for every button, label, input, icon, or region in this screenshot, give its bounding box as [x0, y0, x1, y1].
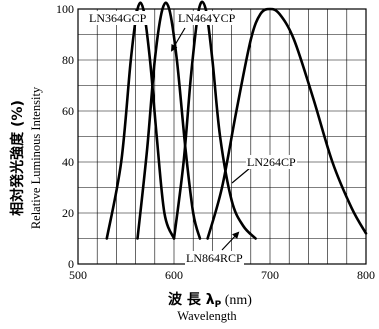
x-axis-title-main: 波 長 λ	[168, 291, 215, 308]
x-axis-title-sub: P	[215, 300, 222, 310]
x-tick-label: 700	[261, 268, 279, 282]
series-curves	[105, 0, 368, 240]
pointer-ln264cp	[231, 167, 251, 184]
y-tick-label: 0	[68, 257, 74, 271]
tick-labels: 500 600 700 800 0 20 40 60 80 100	[56, 2, 375, 282]
y-tick-label: 80	[62, 53, 74, 67]
pointer-ln464ycp	[170, 27, 186, 52]
y-axis-subtitle: Relative Luminous Intensity	[29, 86, 43, 229]
series-label-background	[246, 155, 297, 169]
label-pointers	[170, 27, 251, 251]
series-labels: LN364GCP LN464YCP LN864RCP LN264CP	[88, 11, 297, 265]
series-label-background	[177, 11, 237, 25]
series-label-ln264cp: LN264CP	[247, 155, 296, 169]
pointer-ln864rcp	[221, 231, 240, 251]
y-tick-label: 20	[62, 206, 74, 220]
x-tick-label: 600	[165, 268, 183, 282]
grid-lines	[78, 9, 366, 264]
x-tick-label: 800	[357, 268, 375, 282]
series-label-ln364gcp: LN364GCP	[89, 11, 147, 25]
x-axis-subtitle: Wavelength	[177, 309, 237, 323]
y-tick-label: 60	[62, 104, 74, 118]
x-axis-title: 波 長 λP (nm)	[168, 291, 252, 310]
x-axis-title-unit: (nm)	[221, 293, 252, 308]
series-label-ln464ycp: LN464YCP	[178, 11, 236, 25]
y-tick-label: 100	[56, 2, 74, 16]
series-label-ln864rcp: LN864RCP	[186, 251, 243, 265]
y-tick-label: 40	[62, 155, 74, 169]
x-tick-label: 500	[69, 268, 87, 282]
series-label-background	[185, 251, 245, 265]
series-label-background	[88, 11, 148, 25]
series-curve-ln864rcp	[172, 0, 257, 240]
y-axis-title: 相対発光強度 (%)	[9, 100, 26, 216]
